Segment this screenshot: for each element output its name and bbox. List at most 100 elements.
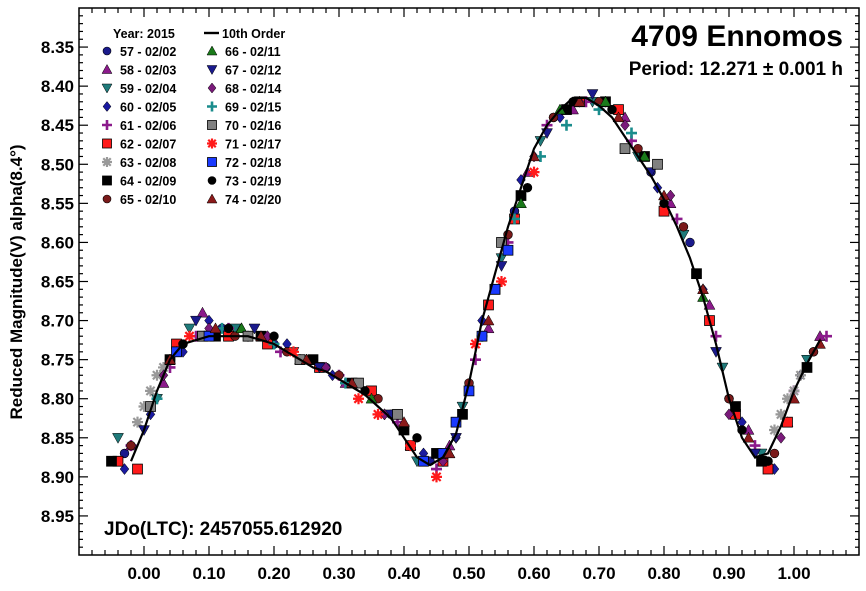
x-tick-label: 0.10 bbox=[192, 564, 225, 583]
chart-title: 4709 Ennomos bbox=[631, 20, 843, 53]
y-tick-label: 8.80 bbox=[41, 390, 74, 409]
legend-item: 72 - 02/18 bbox=[207, 156, 281, 170]
data-point bbox=[392, 408, 403, 420]
data-point bbox=[775, 408, 787, 420]
legend-label: 68 - 02/14 bbox=[225, 82, 281, 96]
data-point bbox=[151, 369, 163, 381]
y-tick-label: 8.40 bbox=[41, 77, 74, 96]
data-point bbox=[412, 433, 422, 443]
legend-item: 59 - 02/04 bbox=[101, 82, 176, 96]
data-point bbox=[431, 471, 442, 483]
legend-item: 60 - 02/05 bbox=[102, 101, 176, 115]
data-point bbox=[196, 306, 209, 318]
legend-label: 71 - 02/17 bbox=[225, 138, 281, 152]
legend-marker bbox=[207, 176, 217, 185]
y-tick-label: 8.50 bbox=[41, 155, 74, 174]
legend-fit-label: 10th Order bbox=[222, 27, 285, 41]
x-tick-label: 0.40 bbox=[387, 564, 420, 583]
legend-item: 57 - 02/02 bbox=[102, 45, 176, 59]
data-point bbox=[119, 463, 130, 475]
legend-marker bbox=[101, 83, 113, 94]
data-point bbox=[248, 323, 261, 335]
legend-marker bbox=[101, 63, 113, 74]
data-point bbox=[209, 322, 222, 334]
data-point bbox=[678, 222, 689, 232]
data-point bbox=[190, 315, 202, 327]
legend-marker bbox=[207, 82, 217, 94]
legend-label: 60 - 02/05 bbox=[120, 101, 176, 115]
legend-marker bbox=[102, 101, 112, 112]
x-tick-label: 0.60 bbox=[517, 564, 550, 583]
data-point bbox=[522, 183, 533, 193]
x-tick-label: 0.50 bbox=[452, 564, 485, 583]
data-point bbox=[620, 119, 630, 132]
data-point bbox=[763, 456, 773, 466]
data-point bbox=[158, 361, 169, 373]
x-tick-label: 0.80 bbox=[647, 564, 680, 583]
data-point bbox=[321, 361, 331, 374]
data-point bbox=[126, 440, 136, 451]
legend-marker bbox=[206, 65, 218, 76]
x-tick-label: 0.90 bbox=[712, 564, 745, 583]
data-point bbox=[776, 431, 786, 444]
plot-area bbox=[78, 7, 860, 556]
data-point bbox=[528, 166, 540, 178]
data-point bbox=[619, 143, 631, 155]
data-point bbox=[145, 385, 156, 397]
data-point bbox=[235, 322, 248, 334]
data-point bbox=[138, 401, 150, 413]
legend-marker bbox=[102, 175, 112, 186]
legend-item: 65 - 02/10 bbox=[102, 193, 176, 207]
legend-label: 72 - 02/18 bbox=[225, 156, 281, 170]
fit-curve bbox=[129, 96, 821, 467]
y-tick-label: 8.85 bbox=[41, 429, 74, 448]
x-tick-label: 0.70 bbox=[582, 564, 615, 583]
data-point bbox=[710, 330, 722, 342]
data-point bbox=[372, 408, 384, 420]
legend-marker bbox=[102, 194, 112, 204]
data-point bbox=[769, 448, 780, 459]
data-point bbox=[183, 323, 196, 335]
legend-item: 66 - 02/11 bbox=[206, 45, 281, 59]
legend-marker bbox=[207, 101, 217, 112]
legend-header: Year: 2015 bbox=[113, 27, 175, 41]
x-tick-label: 0.30 bbox=[322, 564, 355, 583]
data-point bbox=[685, 237, 695, 248]
legend-label: 70 - 02/16 bbox=[225, 119, 281, 133]
legend-label: 74 - 02/20 bbox=[225, 193, 281, 207]
legend-item: 73 - 02/19 bbox=[207, 175, 281, 189]
legend-label: 58 - 02/03 bbox=[120, 64, 176, 78]
legend-item: 70 - 02/16 bbox=[207, 119, 281, 133]
data-point bbox=[626, 127, 637, 139]
legend-label: 64 - 02/09 bbox=[120, 175, 176, 189]
legend-item: 62 - 02/07 bbox=[102, 138, 176, 152]
legend-marker bbox=[207, 157, 217, 167]
data-point bbox=[132, 463, 143, 475]
data-point bbox=[223, 323, 234, 334]
data-point bbox=[638, 150, 651, 162]
y-tick-label: 8.75 bbox=[41, 351, 74, 370]
data-point bbox=[482, 314, 495, 326]
data-point bbox=[573, 95, 586, 107]
y-tick-label: 8.65 bbox=[41, 273, 74, 292]
data-point bbox=[476, 330, 488, 342]
data-point bbox=[450, 416, 462, 428]
y-axis-label: Reduced Magnitude(V) alpha(8.4°) bbox=[7, 144, 26, 419]
data-point bbox=[502, 244, 514, 256]
data-point bbox=[379, 408, 390, 421]
data-point bbox=[470, 338, 481, 350]
data-point bbox=[112, 433, 124, 444]
data-point bbox=[398, 416, 410, 427]
legend-label: 65 - 02/10 bbox=[120, 193, 176, 207]
legend-label: 63 - 02/08 bbox=[120, 156, 176, 170]
data-point bbox=[599, 95, 612, 107]
legend-label: 59 - 02/04 bbox=[120, 82, 176, 96]
legend-marker bbox=[102, 120, 112, 130]
x-tick-label: 0.20 bbox=[257, 564, 290, 583]
legend-item: 58 - 02/03 bbox=[101, 63, 176, 78]
legend-marker bbox=[206, 45, 218, 56]
data-point bbox=[443, 447, 456, 459]
legend-marker bbox=[207, 120, 217, 130]
data-point bbox=[515, 197, 527, 209]
data-point bbox=[184, 330, 195, 342]
